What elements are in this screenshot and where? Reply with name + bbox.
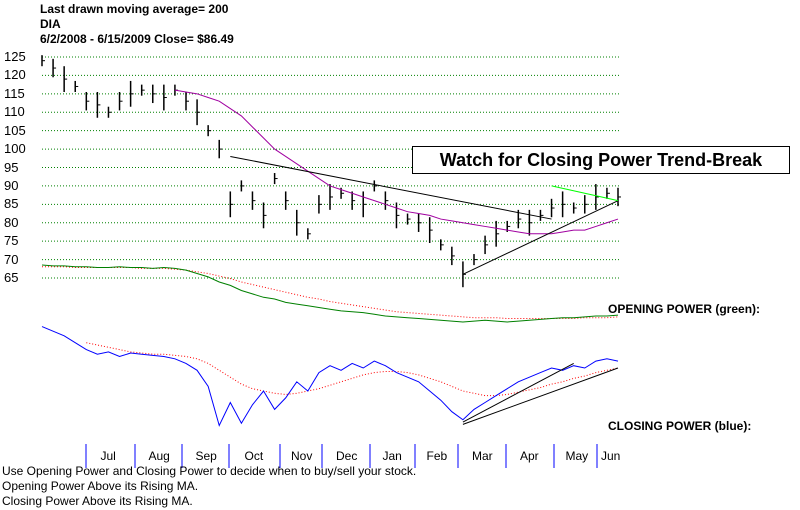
y-tick-label: 100 — [4, 141, 26, 157]
x-tick-label: Nov — [291, 449, 313, 463]
y-tick-label: 125 — [4, 49, 26, 64]
y-tick-label: 95 — [4, 159, 19, 175]
x-tick-label: Jan — [382, 449, 402, 463]
trendline — [230, 155, 552, 220]
y-tick-label: 115 — [4, 85, 25, 101]
footer-line-2: Opening Power Above its Rising MA. — [2, 479, 199, 493]
x-tick-label: Oct — [244, 449, 264, 463]
x-tick-label: Aug — [148, 449, 170, 463]
closing-power-label: CLOSING POWER (blue): — [608, 419, 752, 433]
y-tick-label: 90 — [4, 177, 19, 193]
footer-line-3: Closing Power Above its Rising MA. — [2, 494, 193, 508]
x-tick-label: May — [565, 449, 589, 463]
y-tick-label: 105 — [4, 122, 26, 138]
ma200-line — [174, 89, 619, 235]
symbol-label: DIA — [40, 17, 61, 31]
x-tick-label: Jul — [100, 449, 116, 463]
footer-line-1: Use Opening Power and Closing Power to d… — [2, 464, 417, 478]
y-tick-label: 65 — [4, 270, 19, 285]
date-range-close: 6/2/2008 - 6/15/2009 Close= $86.49 — [40, 32, 234, 46]
closing-power-ma — [86, 342, 619, 397]
x-tick-label: Dec — [336, 449, 358, 463]
annotation-box: Watch for Closing Power Trend-Break — [412, 146, 790, 174]
cp-trendline — [462, 362, 574, 423]
opening-power-line — [41, 264, 619, 323]
y-tick-label: 80 — [4, 214, 19, 230]
x-tick-label: Apr — [520, 449, 539, 463]
ma-caption: Last drawn moving average= 200 — [40, 2, 229, 16]
y-tick-label: 85 — [4, 196, 19, 212]
y-tick-label: 75 — [4, 233, 19, 249]
x-tick-label: Feb — [426, 449, 448, 463]
resistance-line — [551, 185, 619, 202]
x-tick-label: Jun — [601, 449, 621, 463]
opening-power-ma — [42, 266, 619, 320]
y-tick-label: 110 — [4, 104, 25, 120]
x-tick-label: Mar — [472, 449, 493, 463]
trendline — [462, 200, 619, 275]
y-tick-label: 70 — [4, 251, 19, 267]
closing-power-line — [41, 326, 619, 427]
x-tick-label: Sep — [195, 449, 217, 463]
opening-power-label: OPENING POWER (green): — [608, 302, 761, 316]
cp-trendline — [462, 367, 619, 425]
y-tick-label: 120 — [4, 67, 26, 83]
